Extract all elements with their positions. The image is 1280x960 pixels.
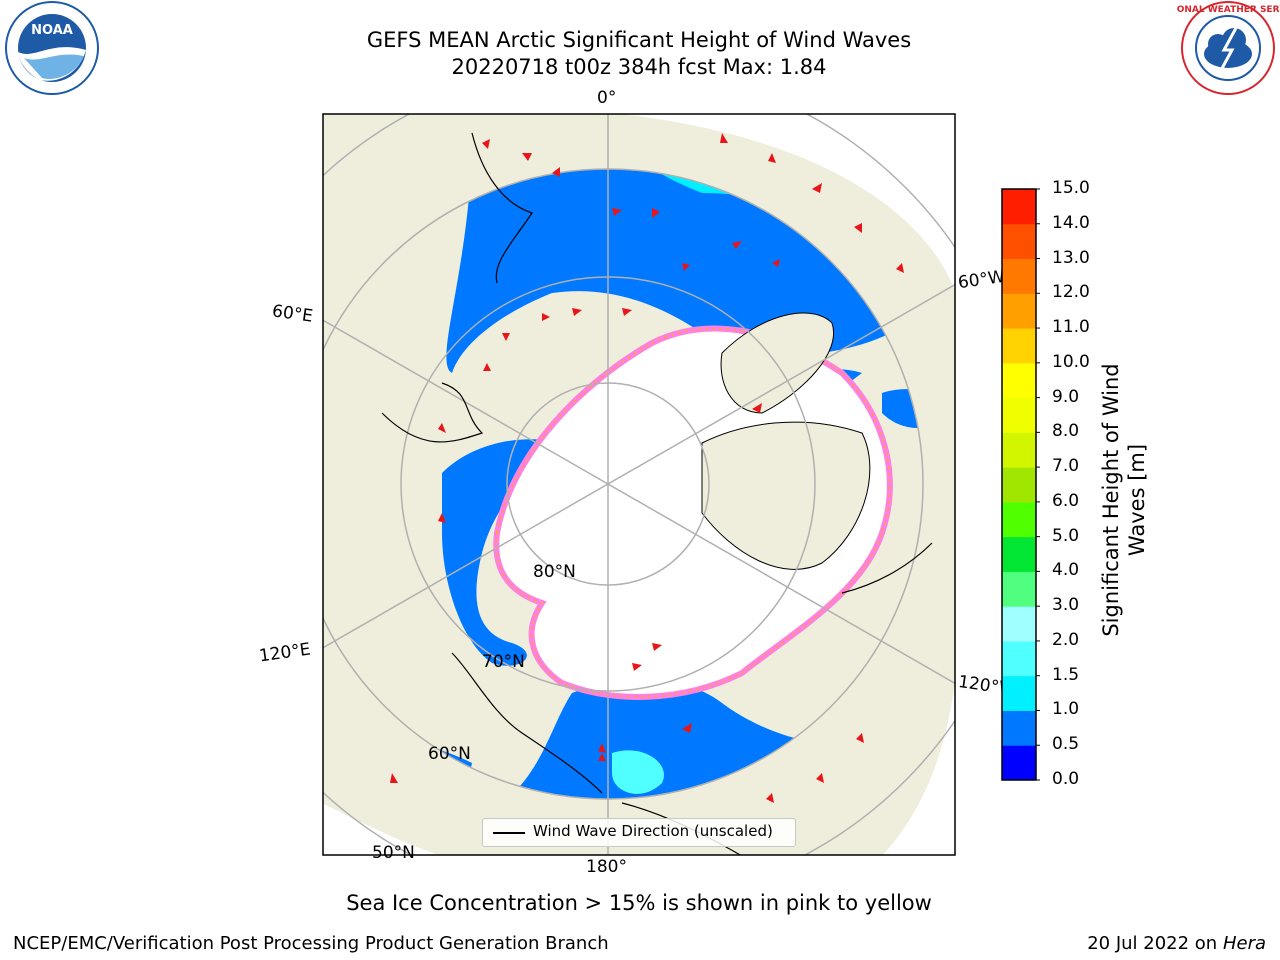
colorbar-segment <box>1002 536 1036 572</box>
colorbar-segment <box>1002 501 1036 538</box>
colorbar-title-line-2: Waves [m] <box>1125 443 1149 557</box>
lat-label-80: 80°N <box>533 562 576 582</box>
colorbar-tick-label: 12.0 <box>1052 282 1090 303</box>
colorbar-segment <box>1002 467 1036 503</box>
footer-left: NCEP/EMC/Verification Post Processing Pr… <box>13 933 609 954</box>
title-line-1: GEFS MEAN Arctic Significant Height of W… <box>366 28 912 52</box>
lon-label-120e: 120°E <box>257 639 312 667</box>
colorbar-tick-label: 5.0 <box>1052 525 1080 546</box>
legend-line-swatch <box>493 832 525 834</box>
colorbar-tick-label: 1.5 <box>1052 664 1080 685</box>
colorbar-segment <box>1002 258 1036 294</box>
lat-label-60: 60°N <box>428 744 471 764</box>
colorbar-title-line-1: Significant Height of Wind <box>1099 363 1123 637</box>
lon-label-180: 180° <box>586 857 627 877</box>
colorbar <box>1001 188 1040 781</box>
ocean-bering <box>502 679 882 799</box>
arctic-map <box>322 113 956 856</box>
caption: Sea Ice Concentration > 15% is shown in … <box>346 891 932 915</box>
wind-arrows <box>390 133 904 803</box>
title-line-2: 20220718 t00z 384h fcst Max: 1.84 <box>451 55 827 79</box>
colorbar-segment <box>1002 328 1036 364</box>
footer-right: 20 Jul 2022 on Hera <box>1087 933 1266 954</box>
colorbar-tick-label: 13.0 <box>1052 247 1090 268</box>
lat-label-50: 50°N <box>372 843 415 863</box>
colorbar-segment <box>1002 432 1036 468</box>
colorbar-tick-label: 9.0 <box>1052 386 1080 407</box>
colorbar-segment <box>1002 189 1036 225</box>
colorbar-segment <box>1002 293 1036 329</box>
colorbar-tick-label: 14.0 <box>1052 212 1090 233</box>
lon-label-0: 0° <box>597 88 617 108</box>
outside-domain <box>620 114 955 291</box>
colorbar-segment <box>1002 745 1036 781</box>
colorbar-segment <box>1002 571 1036 607</box>
colorbar-tick-label: 0.0 <box>1052 769 1080 789</box>
colorbar-tick-label: 3.0 <box>1052 595 1080 616</box>
colorbar-segment <box>1002 606 1036 642</box>
colorbar-tick-label: 15.0 <box>1052 178 1090 198</box>
lon-label-60e: 60°E <box>270 301 315 327</box>
colorbar-segment <box>1002 675 1036 711</box>
footer-host: Hera <box>1222 933 1266 954</box>
noaa-logo: NOAA <box>5 1 99 95</box>
colorbar-tick-label: 4.0 <box>1052 560 1080 581</box>
footer-date: 20 Jul 2022 on <box>1087 933 1223 954</box>
colorbar-segment <box>1002 640 1036 677</box>
lat-label-70: 70°N <box>482 652 525 672</box>
colorbar-tick-label: 7.0 <box>1052 456 1080 477</box>
colorbar-tick-label: 0.5 <box>1052 734 1080 755</box>
map-legend: Wind Wave Direction (unscaled) <box>482 818 796 847</box>
colorbar-segment <box>1002 397 1036 433</box>
nws-logo: NATIONAL WEATHER SERVICE <box>1176 1 1280 95</box>
colorbar-segment <box>1002 362 1036 399</box>
graticule <box>323 114 955 855</box>
legend-label: Wind Wave Direction (unscaled) <box>533 822 773 840</box>
colorbar-tick-label: 1.0 <box>1052 699 1080 720</box>
colorbar-tick-label: 8.0 <box>1052 421 1080 442</box>
colorbar-tick-label: 11.0 <box>1052 317 1090 338</box>
colorbar-tick-label: 2.0 <box>1052 629 1080 650</box>
colorbar-tick-label: 6.0 <box>1052 490 1080 511</box>
svg-text:NOAA: NOAA <box>31 23 73 38</box>
colorbar-segment <box>1002 223 1036 260</box>
svg-text:NATIONAL WEATHER SERVICE: NATIONAL WEATHER SERVICE <box>1176 5 1280 15</box>
colorbar-tick-label: 10.0 <box>1052 351 1090 372</box>
ocean-kara-laptev <box>442 439 562 666</box>
colorbar-segment <box>1002 710 1036 746</box>
lon-label-60w: 60°W <box>956 266 1007 294</box>
